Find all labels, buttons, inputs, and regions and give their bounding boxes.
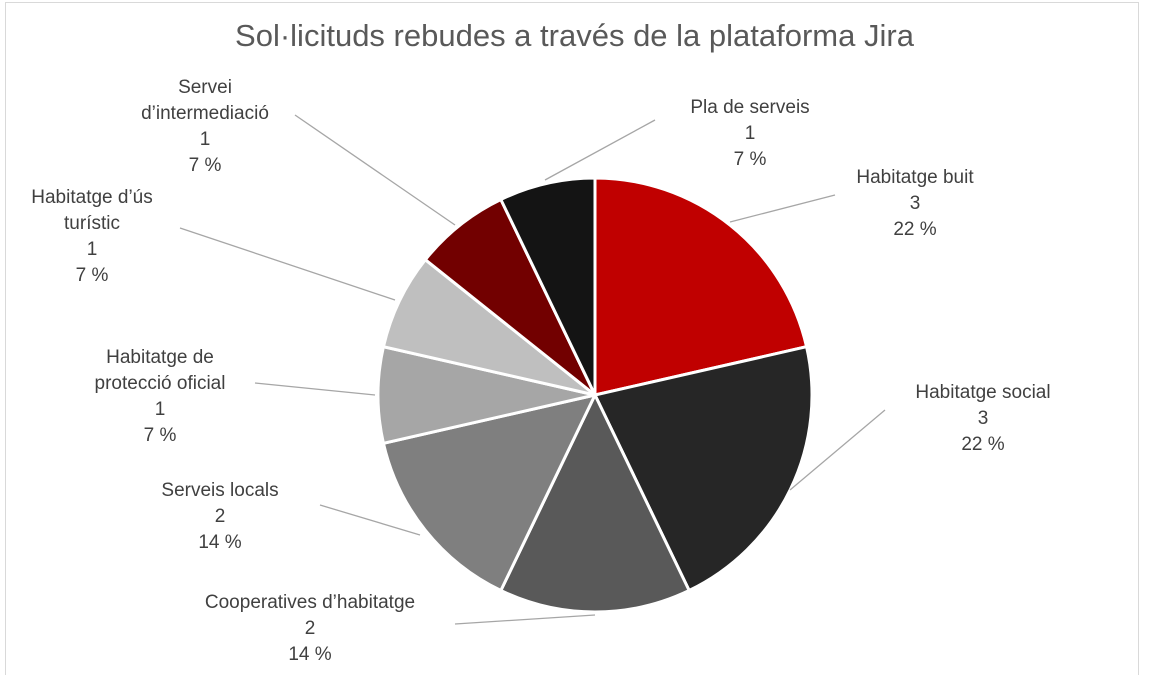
label-category: Habitatge social [915,382,1051,403]
chart-title: Sol·licituds rebudes a través de la plat… [235,18,914,53]
data-label: Habitatge de protecció oficial 1 7 % [65,345,255,449]
data-label: Servei d’intermediació 1 7 % [115,75,295,179]
label-percent: 7 % [143,425,177,446]
leader-line [454,614,596,625]
data-label: Cooperatives d’habitatge 2 14 % [160,590,460,668]
label-percent: 14 % [198,532,242,553]
label-value: 3 [909,193,921,214]
chart-frame [5,2,1139,675]
leader-line [294,114,456,226]
leader-line [179,227,396,301]
label-value: 1 [86,239,98,260]
label-value: 2 [214,506,226,527]
label-value: 1 [154,399,166,420]
label-category: Habitatge buit [856,167,974,188]
data-label: Serveis locals 2 14 % [120,478,320,556]
pie-slice [498,391,692,614]
leader-line [319,504,421,536]
data-label: Habitatge d’ús turístic 1 7 % [12,185,172,289]
pie-slice [498,176,597,396]
label-value: 1 [199,129,211,150]
label-value: 2 [304,618,316,639]
data-label: Habitatge buit 3 22 % [815,165,1015,243]
label-category: Cooperatives d’habitatge [204,592,416,613]
label-percent: 7 % [733,149,767,170]
label-value: 1 [744,123,756,144]
label-value: 3 [977,408,989,429]
data-label: Pla de serveis 1 7 % [650,95,850,173]
label-percent: 14 % [288,644,332,665]
label-percent: 7 % [75,265,109,286]
leader-line [254,382,376,396]
label-percent: 22 % [893,219,937,240]
label-percent: 22 % [961,434,1005,455]
label-category: Servei d’intermediació [141,77,269,124]
label-category: Habitatge d’ús turístic [31,187,153,234]
label-category: Pla de serveis [690,97,810,118]
label-category: Habitatge de protecció oficial [94,347,226,394]
pie-slice [593,176,809,397]
leader-line [789,409,886,491]
label-category: Serveis locals [161,480,279,501]
data-label: Habitatge social 3 22 % [883,380,1083,458]
label-percent: 7 % [188,155,222,176]
leader-line [544,119,656,181]
pie-slice [381,392,598,593]
leader-line [729,194,836,223]
